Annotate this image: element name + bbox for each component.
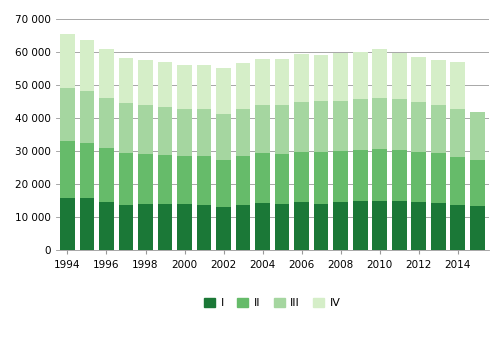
Bar xyxy=(470,206,485,251)
Bar xyxy=(216,68,231,113)
Bar xyxy=(353,52,367,99)
Bar xyxy=(411,102,426,152)
Bar xyxy=(353,150,367,201)
Bar xyxy=(80,41,94,91)
Bar xyxy=(216,113,231,160)
Bar xyxy=(372,49,387,98)
Bar xyxy=(216,207,231,251)
Bar xyxy=(333,151,348,202)
Bar xyxy=(411,57,426,102)
Bar xyxy=(411,202,426,251)
Bar xyxy=(392,53,407,99)
Bar xyxy=(275,204,289,251)
Bar xyxy=(197,205,211,251)
Bar xyxy=(411,152,426,202)
Bar xyxy=(314,204,329,251)
Bar xyxy=(470,160,485,206)
Bar xyxy=(275,59,289,105)
Bar xyxy=(314,152,329,204)
Bar xyxy=(314,101,329,152)
Bar xyxy=(177,65,192,109)
Bar xyxy=(392,201,407,251)
Bar xyxy=(118,58,134,103)
Legend: I, II, III, IV: I, II, III, IV xyxy=(200,293,345,312)
Bar xyxy=(333,53,348,101)
Bar xyxy=(314,55,329,101)
Bar xyxy=(138,204,153,251)
Bar xyxy=(80,143,94,197)
Bar xyxy=(372,201,387,251)
Bar xyxy=(177,204,192,251)
Bar xyxy=(451,204,465,251)
Bar xyxy=(138,60,153,105)
Bar xyxy=(470,112,485,160)
Bar xyxy=(451,109,465,156)
Bar xyxy=(451,156,465,204)
Bar xyxy=(138,154,153,204)
Bar xyxy=(294,152,309,202)
Bar xyxy=(392,150,407,201)
Bar xyxy=(236,205,250,251)
Bar xyxy=(256,153,270,203)
Bar xyxy=(197,65,211,109)
Bar xyxy=(353,201,367,251)
Bar xyxy=(118,103,134,153)
Bar xyxy=(236,63,250,109)
Bar xyxy=(80,197,94,251)
Bar xyxy=(294,54,309,102)
Bar xyxy=(236,109,250,156)
Bar xyxy=(99,98,114,148)
Bar xyxy=(118,204,134,251)
Bar xyxy=(333,202,348,251)
Bar xyxy=(431,105,446,153)
Bar xyxy=(158,107,172,154)
Bar xyxy=(294,202,309,251)
Bar xyxy=(60,34,75,88)
Bar xyxy=(158,204,172,251)
Bar xyxy=(177,155,192,204)
Bar xyxy=(80,91,94,143)
Bar xyxy=(431,60,446,105)
Bar xyxy=(372,149,387,201)
Bar xyxy=(158,62,172,107)
Bar xyxy=(197,156,211,205)
Bar xyxy=(138,105,153,154)
Bar xyxy=(99,202,114,251)
Bar xyxy=(99,148,114,202)
Bar xyxy=(158,154,172,204)
Bar xyxy=(256,105,270,153)
Bar xyxy=(236,156,250,205)
Bar xyxy=(197,109,211,156)
Bar xyxy=(431,203,446,251)
Bar xyxy=(118,153,134,204)
Bar xyxy=(99,49,114,98)
Bar xyxy=(60,141,75,197)
Bar xyxy=(372,98,387,149)
Bar xyxy=(392,99,407,150)
Bar xyxy=(60,88,75,141)
Bar xyxy=(294,102,309,152)
Bar xyxy=(275,105,289,154)
Bar xyxy=(431,153,446,203)
Bar xyxy=(256,59,270,105)
Bar xyxy=(333,101,348,151)
Bar xyxy=(275,154,289,204)
Bar xyxy=(216,160,231,207)
Bar xyxy=(451,62,465,109)
Bar xyxy=(256,203,270,251)
Bar xyxy=(353,99,367,150)
Bar xyxy=(60,197,75,251)
Bar xyxy=(177,109,192,155)
